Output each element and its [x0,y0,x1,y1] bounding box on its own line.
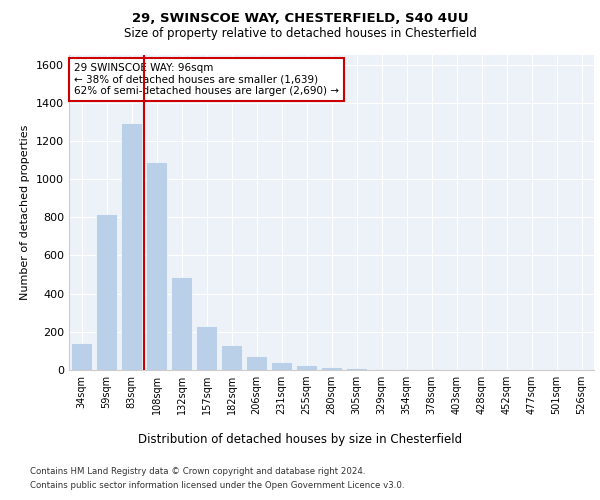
Bar [121,123,142,370]
Text: Distribution of detached houses by size in Chesterfield: Distribution of detached houses by size … [138,432,462,446]
Bar [271,362,292,370]
Text: Contains HM Land Registry data © Crown copyright and database right 2024.: Contains HM Land Registry data © Crown c… [30,468,365,476]
Y-axis label: Number of detached properties: Number of detached properties [20,125,31,300]
Bar [71,344,92,370]
Bar [321,366,342,370]
Bar [396,369,417,370]
Text: Contains public sector information licensed under the Open Government Licence v3: Contains public sector information licen… [30,481,404,490]
Bar [96,214,117,370]
Text: 29 SWINSCOE WAY: 96sqm
← 38% of detached houses are smaller (1,639)
62% of semi-: 29 SWINSCOE WAY: 96sqm ← 38% of detached… [74,63,339,96]
Text: Size of property relative to detached houses in Chesterfield: Size of property relative to detached ho… [124,28,476,40]
Bar [346,368,367,370]
Bar [246,356,267,370]
Text: 29, SWINSCOE WAY, CHESTERFIELD, S40 4UU: 29, SWINSCOE WAY, CHESTERFIELD, S40 4UU [132,12,468,26]
Bar [371,369,392,370]
Bar [146,162,167,370]
Bar [296,365,317,370]
Bar [196,326,217,370]
Bar [221,344,242,370]
Bar [171,277,192,370]
